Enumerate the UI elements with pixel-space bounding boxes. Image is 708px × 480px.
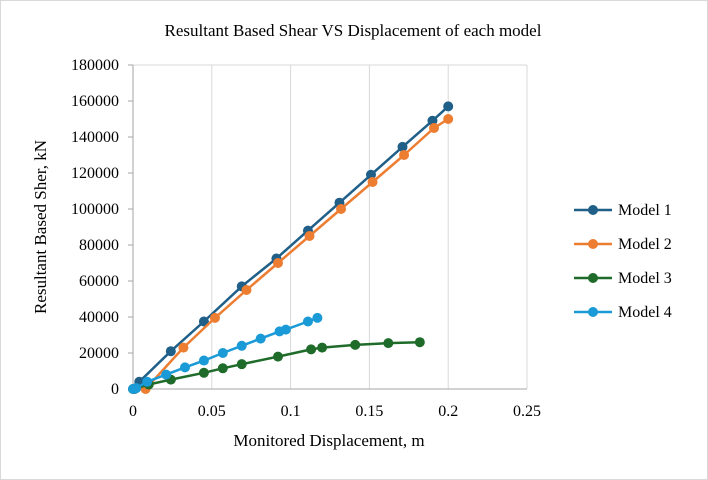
x-tick-label: 0.05 [198,403,226,420]
data-point [414,337,425,348]
data-point [280,324,291,335]
data-point [255,333,266,344]
data-point [161,369,172,380]
data-point [217,363,228,374]
data-point [236,340,247,351]
data-point [302,316,313,327]
y-tick-labels: 0 20000 40000 60000 80000 100000 120000 140000 1… [71,57,119,398]
x-tick-label: 0.2 [438,403,458,420]
legend-item: Model 1 [574,202,672,219]
data-point [399,150,410,160]
y-tick-label: 20000 [79,345,119,362]
chart-title: Resultant Based Shear VS Displacement of… [165,21,542,40]
series-line [133,105,450,390]
data-point [306,344,317,355]
legend-label: Model 4 [618,304,672,321]
series-1 [129,101,454,394]
data-point [178,342,189,353]
y-tick-label: 180000 [71,57,119,74]
data-point [443,101,454,112]
data-point [350,339,361,350]
legend-marker [588,205,598,215]
data-point [198,367,209,378]
data-point [241,285,252,295]
y-tick-label: 40000 [79,309,119,326]
data-point [336,204,347,214]
series-4 [128,312,323,394]
data-point [272,351,283,362]
legend-marker [588,273,598,283]
y-tick-label: 0 [111,381,119,398]
data-point [312,312,323,323]
grid [133,64,528,389]
data-point [165,346,176,357]
data-point [217,348,228,358]
data-point [198,355,209,366]
legend-marker [588,239,598,249]
data-point [131,383,142,394]
data-point [429,123,440,133]
data-point [236,359,247,370]
legend-label: Model 1 [618,202,672,219]
legend-marker [588,307,598,317]
x-tick-label: 0.15 [355,403,383,420]
x-tick-label: 0.1 [281,403,301,420]
y-tick-label: 60000 [79,273,119,290]
data-point [142,376,153,387]
data-point [397,141,408,152]
legend-item: Model 4 [574,304,672,321]
legend: Model 1 Model 2 Model 3 Model 4 [574,202,672,321]
axes [128,64,527,390]
series-group [128,101,454,394]
data-point [304,231,315,241]
x-axis-title: Monitored Displacement, m [233,431,424,450]
data-point [272,258,283,268]
legend-label: Model 2 [618,236,672,253]
series-3 [128,337,425,394]
data-point [198,316,209,327]
series-line [132,340,420,391]
y-tick-label: 160000 [71,93,119,110]
x-tick-label: 0.25 [513,403,541,420]
y-tick-label: 100000 [71,201,119,218]
data-point [443,114,454,124]
data-point [367,177,378,187]
y-tick-label: 120000 [71,165,119,182]
y-tick-label: 140000 [71,129,119,146]
legend-item: Model 3 [574,270,672,287]
x-tick-label: 0 [129,403,137,420]
y-tick-label: 80000 [79,237,119,254]
legend-item: Model 2 [574,236,672,253]
data-point [209,312,220,323]
y-axis-title: Resultant Based Sher, kN [31,140,50,314]
legend-label: Model 3 [618,270,672,287]
data-point [383,338,394,349]
data-point [317,342,328,353]
x-tick-labels: 0 0.05 0.1 0.15 0.2 0.25 [129,403,541,420]
data-point [180,362,191,373]
